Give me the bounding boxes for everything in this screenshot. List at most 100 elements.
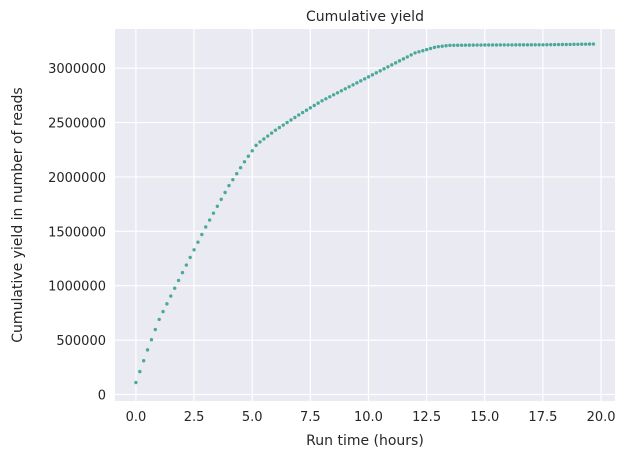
data-point bbox=[397, 59, 402, 63]
y-tick-label: 1000000 bbox=[48, 280, 106, 295]
data-point bbox=[339, 89, 344, 93]
data-point bbox=[452, 43, 456, 47]
data-point bbox=[153, 327, 158, 332]
data-point bbox=[475, 43, 479, 47]
data-point bbox=[242, 160, 247, 164]
data-point bbox=[374, 71, 378, 75]
data-point bbox=[180, 270, 185, 275]
x-tick-label: 7.5 bbox=[300, 410, 321, 425]
data-point bbox=[494, 43, 499, 47]
data-point bbox=[262, 137, 266, 141]
data-point bbox=[444, 44, 448, 48]
data-point bbox=[382, 67, 386, 71]
data-point bbox=[401, 57, 406, 61]
data-point bbox=[204, 225, 208, 229]
data-point bbox=[200, 232, 204, 237]
data-point bbox=[258, 140, 262, 144]
data-point bbox=[498, 43, 503, 47]
data-point bbox=[227, 183, 231, 188]
data-point bbox=[211, 211, 216, 215]
data-point bbox=[169, 294, 173, 298]
data-point bbox=[490, 43, 495, 47]
y-tick-label: 2500000 bbox=[48, 117, 106, 132]
y-tick-label: 500000 bbox=[56, 334, 106, 349]
y-tick-label: 3000000 bbox=[48, 62, 106, 77]
data-point bbox=[219, 197, 223, 202]
x-tick-label: 10.0 bbox=[354, 410, 383, 425]
data-point bbox=[316, 101, 320, 105]
data-point bbox=[250, 149, 254, 153]
data-point bbox=[308, 106, 313, 110]
data-point bbox=[580, 42, 584, 46]
data-point bbox=[506, 43, 510, 47]
data-point bbox=[235, 171, 239, 176]
data-point bbox=[254, 143, 258, 148]
data-point bbox=[188, 255, 192, 260]
data-point bbox=[238, 166, 243, 170]
y-tick-labels: 0 500000 1000000 1500000 2000000 2500000 30000… bbox=[48, 62, 106, 403]
y-tick-label: 2000000 bbox=[48, 171, 106, 186]
data-point bbox=[196, 240, 200, 244]
data-point bbox=[583, 42, 588, 46]
data-point bbox=[417, 50, 421, 54]
data-point bbox=[591, 42, 596, 46]
data-point bbox=[413, 51, 417, 55]
data-point bbox=[537, 43, 541, 47]
data-point bbox=[304, 108, 309, 112]
data-point bbox=[246, 154, 251, 158]
data-point bbox=[176, 278, 181, 283]
x-axis-label: Run time (hours) bbox=[306, 433, 424, 449]
data-point bbox=[366, 75, 371, 79]
data-point bbox=[347, 85, 351, 89]
y-axis-label: Cumulative yield in number of reads bbox=[10, 87, 26, 342]
data-point bbox=[207, 218, 212, 222]
data-point bbox=[545, 43, 549, 47]
data-point bbox=[440, 44, 444, 48]
data-point bbox=[483, 43, 487, 47]
data-point bbox=[448, 43, 452, 48]
data-point bbox=[502, 43, 506, 47]
data-point bbox=[564, 42, 568, 47]
data-point bbox=[409, 53, 413, 57]
data-point bbox=[533, 43, 537, 47]
grid-lines bbox=[115, 29, 615, 401]
data-point bbox=[157, 317, 161, 322]
data-point bbox=[421, 49, 425, 53]
data-point bbox=[277, 125, 282, 130]
x-tick-label: 12.5 bbox=[412, 410, 441, 425]
data-point bbox=[556, 42, 561, 47]
data-point bbox=[328, 95, 332, 99]
data-point bbox=[393, 61, 398, 65]
data-point bbox=[145, 348, 150, 352]
data-point bbox=[331, 93, 336, 97]
data-point bbox=[165, 302, 169, 306]
data-point bbox=[273, 128, 278, 132]
data-point bbox=[576, 42, 580, 46]
data-point bbox=[378, 69, 382, 73]
data-point bbox=[541, 43, 545, 47]
x-tick-label: 20.0 bbox=[587, 410, 616, 425]
data-point bbox=[549, 42, 553, 47]
data-point bbox=[300, 110, 305, 115]
data-point bbox=[436, 44, 441, 49]
data-point bbox=[560, 42, 565, 47]
data-point bbox=[335, 91, 340, 95]
data-point bbox=[456, 43, 460, 47]
data-point bbox=[297, 113, 301, 117]
data-point bbox=[355, 81, 359, 85]
data-point bbox=[134, 380, 138, 385]
y-tick-label: 1500000 bbox=[48, 225, 106, 240]
data-point bbox=[223, 190, 227, 195]
data-point bbox=[471, 43, 475, 47]
data-point bbox=[552, 42, 557, 47]
data-point bbox=[514, 43, 518, 47]
data-point bbox=[432, 45, 437, 50]
data-point bbox=[324, 97, 328, 101]
data-point bbox=[269, 131, 274, 135]
data-point bbox=[320, 99, 324, 103]
data-point bbox=[359, 79, 363, 83]
data-point bbox=[266, 134, 270, 138]
data-point bbox=[138, 369, 142, 374]
data-points bbox=[134, 42, 596, 385]
data-point bbox=[370, 73, 375, 77]
